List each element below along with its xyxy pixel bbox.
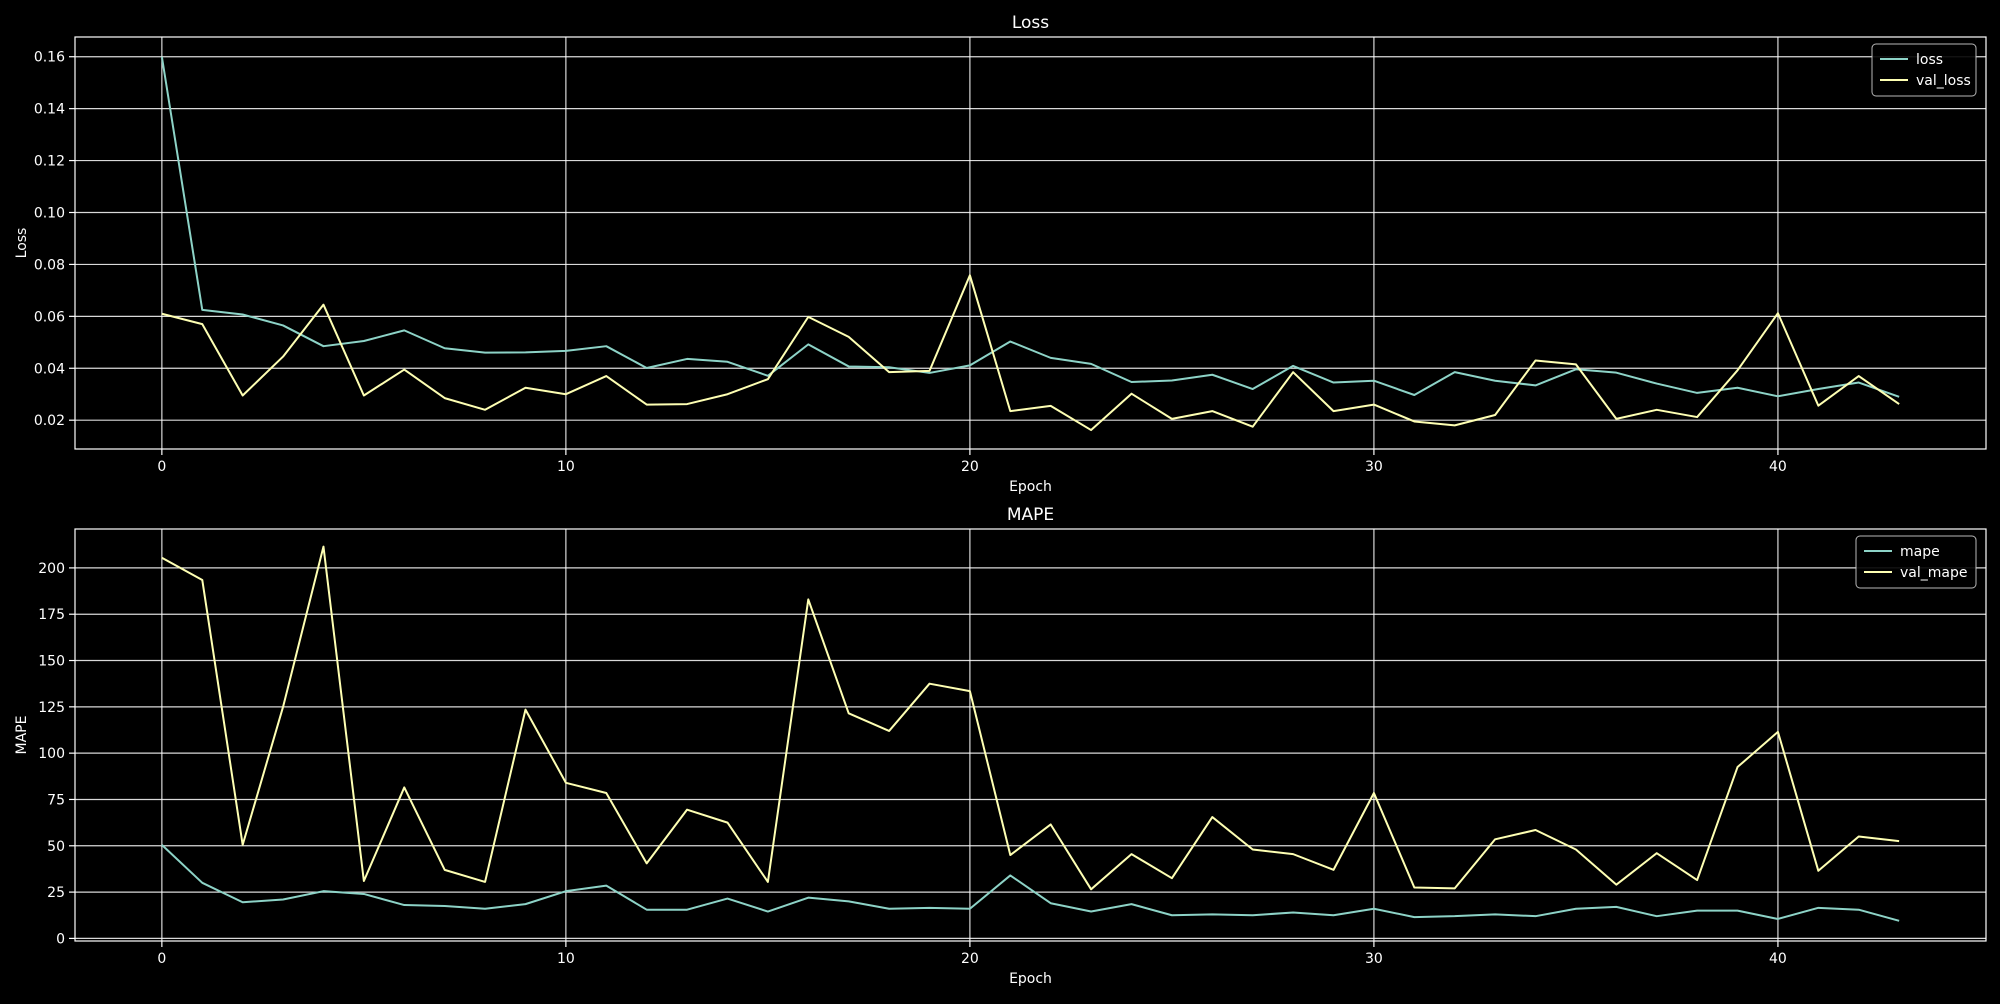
mape-xtick-label-10: 10 <box>557 951 575 967</box>
mape-series-mape <box>161 844 1900 922</box>
mape-ytick-label-2: 50 <box>47 839 65 855</box>
loss-xtick-label-20: 20 <box>961 459 979 475</box>
loss-legend: loss val_loss <box>1871 43 1977 97</box>
loss-xtick-label-30: 30 <box>1365 459 1383 475</box>
mape-series-val_mape <box>161 545 1900 891</box>
mape-xtick-label-30: 30 <box>1365 951 1383 967</box>
mape-legend-label-val_mape: val_mape <box>1900 565 1967 581</box>
loss-ytick-label-5: 0.12 <box>34 154 65 170</box>
mape-ytick-label-1: 25 <box>47 885 65 901</box>
loss-xtick-label-40: 40 <box>1769 459 1787 475</box>
mape-ytick-label-3: 75 <box>47 792 65 808</box>
loss-series-loss <box>160 56 1900 398</box>
mape-xtick-label-0: 0 <box>157 951 166 967</box>
mape-xtick-label-40: 40 <box>1769 951 1787 967</box>
mape-ytick-label-8: 200 <box>38 561 65 577</box>
mape-ytick-label-5: 125 <box>38 700 65 716</box>
mape-title: MAPE <box>1007 505 1054 525</box>
mape-ylabel: MAPE <box>14 716 30 755</box>
loss-ytick-label-3: 0.08 <box>34 257 65 273</box>
loss-ytick-label-6: 0.14 <box>34 102 65 118</box>
mape-chart: 0 10 20 30 40 0 25 50 75 100 125 150 175 200 MAPE Epoch… <box>14 505 1987 987</box>
loss-legend-label-val_loss: val_loss <box>1916 73 1971 89</box>
mape-ytick-label-0: 0 <box>56 931 65 947</box>
loss-series-val_loss <box>161 274 1900 432</box>
loss-legend-box <box>1871 43 1977 97</box>
loss-ytick-label-4: 0.10 <box>34 205 65 221</box>
mape-legend: mape val_mape <box>1855 535 1977 589</box>
loss-title: Loss <box>1012 13 1049 33</box>
loss-xtick-label-0: 0 <box>157 459 166 475</box>
loss-xtick-label-10: 10 <box>557 459 575 475</box>
mape-xtick-label-20: 20 <box>961 951 979 967</box>
mape-ytick-label-6: 150 <box>38 654 65 670</box>
mape-xlabel: Epoch <box>1009 971 1052 987</box>
loss-axes-frame <box>74 36 1987 450</box>
mape-ytick-label-7: 175 <box>38 607 65 623</box>
loss-legend-label-loss: loss <box>1916 52 1943 68</box>
mape-ytick-label-4: 100 <box>38 746 65 762</box>
loss-ytick-label-0: 0.02 <box>34 413 65 429</box>
loss-ytick-label-2: 0.06 <box>34 309 65 325</box>
mape-legend-box <box>1855 535 1977 589</box>
loss-ytick-label-1: 0.04 <box>34 361 65 377</box>
mape-legend-label-mape: mape <box>1900 544 1940 560</box>
loss-ylabel: Loss <box>14 228 30 259</box>
loss-xlabel: Epoch <box>1009 479 1052 495</box>
loss-chart: 0 10 20 30 40 0.02 0.04 0.06 0.08 0.10 0.12 0.14 0.1… <box>14 13 1987 495</box>
mape-axes-frame <box>74 528 1987 942</box>
loss-ytick-label-7: 0.16 <box>34 50 65 66</box>
